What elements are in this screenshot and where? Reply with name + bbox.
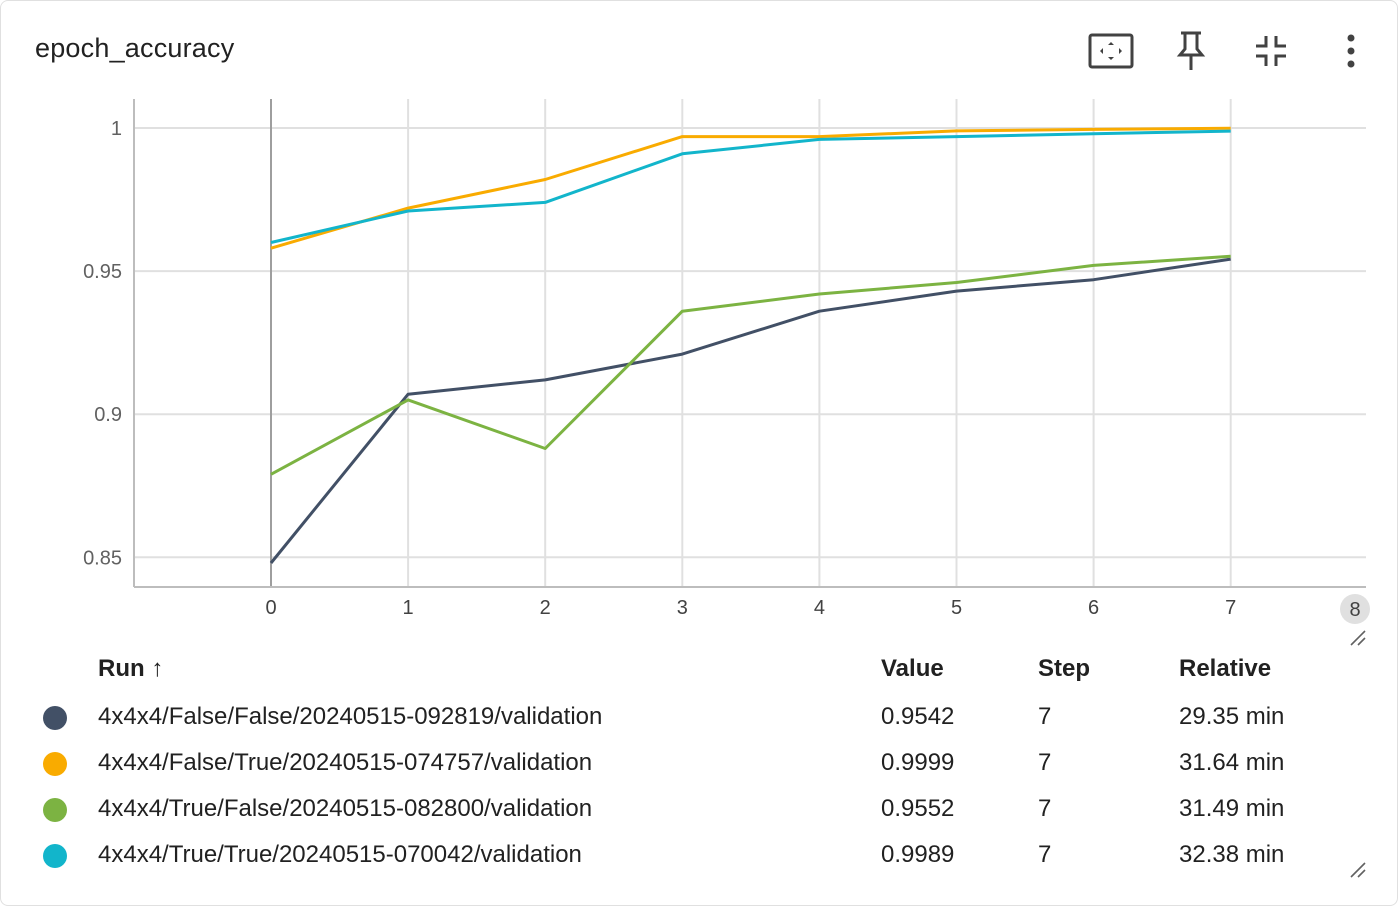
collapse-icon: [1254, 34, 1288, 68]
table-header-run[interactable]: Run ↑: [98, 655, 164, 682]
series-line-3: [270, 129, 1231, 244]
x-tick-label: 2: [540, 597, 551, 619]
x-tick-label: 3: [677, 597, 688, 619]
run-value: 0.9552: [881, 795, 955, 822]
more-vert-icon: [1346, 34, 1356, 68]
run-color-dot: [43, 706, 67, 730]
run-step: 7: [1038, 841, 1052, 868]
y-tick-label: 1: [111, 118, 122, 140]
run-value: 0.9989: [881, 841, 955, 868]
y-tick-label: 0.9: [94, 404, 122, 426]
y-tick-label: 0.85: [83, 547, 122, 569]
x-tick-label: 6: [1088, 597, 1099, 619]
x-tick-label: 7: [1225, 597, 1236, 619]
run-value: 0.9999: [881, 749, 955, 776]
table-row: 4x4x4/False/False/20240515-092819/valida…: [1, 697, 1400, 741]
fit-to-data-icon: [1088, 32, 1134, 70]
table-resize-handle[interactable]: [1349, 861, 1367, 879]
table-row: 4x4x4/True/True/20240515-070042/validati…: [1, 835, 1400, 879]
table-header-relative[interactable]: Relative: [1179, 655, 1272, 682]
run-relative: 31.64 min: [1179, 749, 1285, 776]
run-color-dot: [43, 752, 67, 776]
run-step: 7: [1038, 703, 1052, 730]
run-name: 4x4x4/True/True/20240515-070042/validati…: [98, 841, 582, 868]
pin-icon: [1175, 30, 1207, 72]
x-tick-label: 0: [265, 597, 276, 619]
run-name: 4x4x4/False/True/20240515-074757/validat…: [98, 749, 593, 776]
run-relative: 32.38 min: [1179, 841, 1285, 868]
run-value: 0.9542: [881, 703, 955, 730]
fit-to-data-button[interactable]: [1087, 27, 1135, 75]
run-step: 7: [1038, 795, 1052, 822]
pin-button[interactable]: [1167, 27, 1215, 75]
x-edge-tick-bubble: [1340, 594, 1370, 624]
run-relative: 29.35 min: [1179, 703, 1285, 730]
x-tick-label: 4: [814, 597, 825, 619]
x-tick-label: 1: [403, 597, 414, 619]
more-options-button[interactable]: [1327, 27, 1375, 75]
line-chart[interactable]: 0.85 0.9 0.95 1 0 1 2 3 4 5 6 7 8: [1, 1, 1400, 661]
run-relative: 31.49 min: [1179, 795, 1285, 822]
run-color-dot: [43, 798, 67, 822]
y-tick-label: 0.95: [83, 261, 122, 283]
table-header-step[interactable]: Step: [1038, 655, 1091, 682]
series-line-2: [270, 254, 1231, 476]
table-row: 4x4x4/False/True/20240515-074757/validat…: [1, 743, 1400, 787]
x-tick-label: 5: [951, 597, 962, 619]
run-step: 7: [1038, 749, 1052, 776]
run-name: 4x4x4/True/False/20240515-082800/validat…: [98, 795, 593, 822]
x-tick-label: 8: [1349, 599, 1360, 621]
series-line-1: [270, 126, 1231, 250]
table-row: 4x4x4/True/False/20240515-082800/validat…: [1, 789, 1400, 833]
collapse-button[interactable]: [1247, 27, 1295, 75]
card-title: epoch_accuracy: [35, 33, 235, 63]
series-line-0: [269, 257, 1231, 564]
chart-resize-handle[interactable]: [1349, 629, 1367, 647]
run-color-dot: [43, 844, 67, 868]
table-header-value[interactable]: Value: [881, 655, 944, 682]
run-name: 4x4x4/False/False/20240515-092819/valida…: [98, 703, 603, 730]
